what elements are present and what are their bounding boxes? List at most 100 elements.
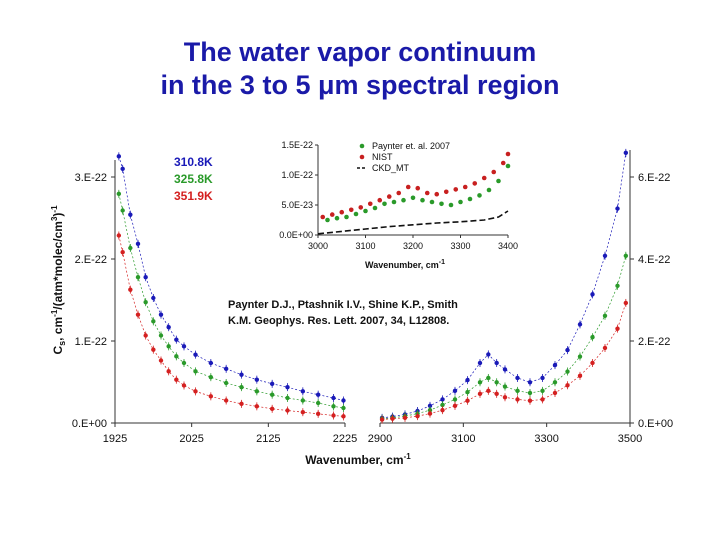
left-data-point <box>239 372 244 377</box>
right-data-point <box>515 388 520 394</box>
right-data-point <box>465 389 470 395</box>
left-y-tick-label: 1.E-22 <box>75 336 107 348</box>
inset-data-point <box>439 201 444 207</box>
right-data-point <box>477 380 483 385</box>
left-data-point <box>341 414 346 419</box>
left-data-point <box>300 398 306 403</box>
inset-legend-marker <box>359 154 365 160</box>
inset-data-point <box>415 185 421 191</box>
right-data-point <box>465 398 470 403</box>
right-data-point <box>494 380 499 385</box>
right-data-point <box>527 398 533 403</box>
right-data-point <box>623 253 629 258</box>
inset-data-point <box>491 169 497 175</box>
right-data-point <box>527 390 533 396</box>
inset-y-tick-label: 1.5E-22 <box>281 140 313 150</box>
left-data-point <box>341 405 346 411</box>
right-data-point <box>452 388 458 394</box>
inset-data-point <box>405 184 411 190</box>
legend-325: 325.8K <box>174 172 213 186</box>
right-data-point <box>565 347 570 353</box>
y-axis-label: Cs, cm-1/(atm*molec/cm3)-1 <box>50 205 67 355</box>
inset-data-point <box>396 190 402 196</box>
right-data-point <box>565 383 570 388</box>
left-data-point <box>158 333 164 338</box>
inset-data-point <box>367 201 373 207</box>
left-data-point <box>143 299 148 305</box>
left-data-point <box>143 333 148 338</box>
inset-data-point <box>486 187 492 193</box>
right-data-point <box>427 411 433 416</box>
inset-data-point <box>505 163 511 169</box>
right-data-point <box>427 403 433 409</box>
left-data-point <box>151 295 156 301</box>
inset-data-point <box>453 187 459 192</box>
inset-data-point <box>448 202 454 208</box>
right-data-point <box>565 369 570 374</box>
inset-data-point <box>334 215 340 221</box>
inset-data-point <box>472 181 478 186</box>
inset-data-point <box>386 194 392 199</box>
right-data-point <box>465 377 470 383</box>
inset-data-point <box>467 196 473 202</box>
right-data-point <box>540 375 545 381</box>
inset-data-point <box>348 207 354 213</box>
right-data-point <box>577 373 583 379</box>
right-data-point <box>615 283 620 288</box>
left-data-point <box>254 389 260 394</box>
inset-data-point <box>410 195 416 201</box>
inset-data-point <box>481 175 487 181</box>
left-data-point <box>341 398 346 403</box>
right-data-point <box>590 360 595 366</box>
left-data-point <box>331 404 336 409</box>
inset-chart: 0.0E+00 5.0E-23 1.0E-22 1.5E-22 3000 3100 320… <box>250 135 522 275</box>
inset-data-point <box>372 205 378 211</box>
inset-ckd-line <box>317 210 509 235</box>
left-data-point <box>135 312 141 317</box>
right-x-tick-label: 3500 <box>618 433 642 445</box>
right-data-point <box>515 397 520 402</box>
left-y-tick-label: 3.E-22 <box>75 172 107 184</box>
left-data-point <box>269 381 275 387</box>
right-data-point <box>494 391 499 397</box>
inset-x-tick-label: 3100 <box>355 241 375 251</box>
inset-data-point <box>429 199 435 205</box>
left-data-point <box>223 366 229 372</box>
right-data-point <box>615 326 620 331</box>
left-data-point <box>193 369 198 374</box>
right-data-point <box>527 380 533 385</box>
left-x-tick-label: 2025 <box>179 433 203 445</box>
left-data-point <box>174 337 179 342</box>
left-data-point <box>208 394 214 399</box>
left-data-point <box>181 360 187 366</box>
left-data-point <box>166 344 171 349</box>
left-data-point <box>239 401 244 407</box>
left-data-point <box>193 352 198 357</box>
left-data-point <box>128 287 133 292</box>
left-data-point <box>315 392 321 397</box>
right-data-point <box>402 415 408 421</box>
x-axis-label: Wavenumber, cm-1 <box>305 452 411 467</box>
inset-data-point <box>377 197 383 203</box>
left-y-tick-label: 0.E+00 <box>72 418 107 430</box>
inset-legend-label: NIST <box>372 152 393 162</box>
inset-data-point <box>401 197 406 203</box>
left-data-point <box>166 369 171 374</box>
inset-data-point <box>353 211 359 217</box>
left-data-point <box>135 274 141 280</box>
left-y-tick-label: 2.E-22 <box>75 254 107 266</box>
left-data-point <box>315 400 321 406</box>
right-x-tick-label: 3100 <box>451 433 475 445</box>
inset-data-point <box>443 189 449 195</box>
left-data-point <box>331 413 336 418</box>
right-y-tick-label: 0.E+00 <box>638 418 673 430</box>
right-data-point <box>452 397 458 402</box>
right-data-point <box>590 292 595 297</box>
right-data-point <box>540 397 545 402</box>
inset-data-point <box>382 201 387 207</box>
left-data-point <box>128 245 133 251</box>
left-data-point <box>143 274 148 280</box>
citation-line-1: Paynter D.J., Ptashnik I.V., Shine K.P.,… <box>228 299 458 311</box>
inset-data-point <box>320 214 326 220</box>
left-data-point <box>239 384 244 390</box>
